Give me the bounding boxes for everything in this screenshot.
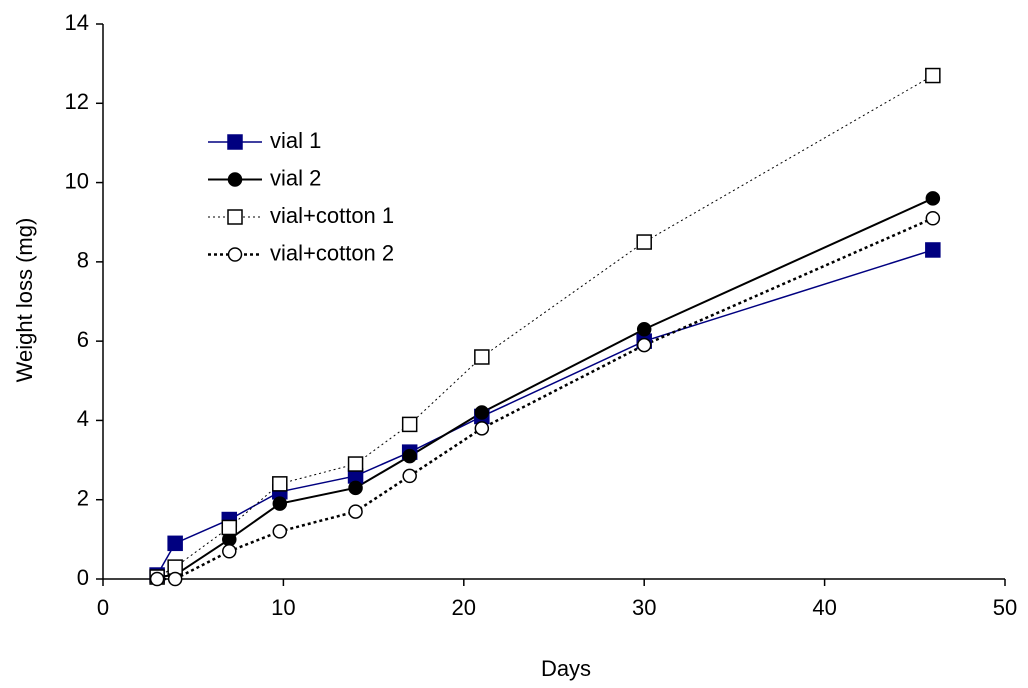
x-tick-label: 20 xyxy=(452,595,476,620)
marker xyxy=(272,496,288,511)
x-tick-label: 10 xyxy=(271,595,295,620)
x-axis-label: Days xyxy=(541,656,591,681)
marker xyxy=(925,191,941,206)
marker xyxy=(925,242,941,258)
y-axis-label: Weight loss (mg) xyxy=(12,218,37,383)
legend-label: vial+cotton 2 xyxy=(270,240,394,265)
marker xyxy=(348,480,363,496)
marker xyxy=(222,544,237,559)
marker xyxy=(401,416,418,433)
marker xyxy=(636,234,652,250)
series-line xyxy=(156,75,934,578)
marker xyxy=(636,322,652,337)
y-tick-label: 6 xyxy=(77,327,89,352)
x-tick-label: 50 xyxy=(993,595,1017,620)
y-tick-label: 4 xyxy=(77,406,89,431)
x-tick-label: 0 xyxy=(97,595,109,620)
marker xyxy=(925,67,941,84)
y-tick-label: 0 xyxy=(77,565,89,590)
marker xyxy=(272,476,288,492)
marker xyxy=(221,519,238,536)
legend-label: vial 1 xyxy=(270,128,321,153)
legend-label: vial 2 xyxy=(270,165,321,190)
y-tick-label: 8 xyxy=(77,248,89,273)
legend-label: vial+cotton 1 xyxy=(270,203,394,228)
x-tick-label: 40 xyxy=(812,595,836,620)
marker xyxy=(474,421,490,436)
marker xyxy=(227,247,243,262)
marker xyxy=(402,448,417,464)
marker xyxy=(402,468,417,484)
marker xyxy=(636,337,652,353)
marker xyxy=(272,524,288,539)
marker xyxy=(925,211,941,226)
y-tick-label: 14 xyxy=(65,10,89,35)
marker xyxy=(348,504,363,519)
marker xyxy=(167,535,183,552)
marker xyxy=(474,405,490,420)
marker xyxy=(474,349,490,365)
marker xyxy=(227,209,243,225)
marker xyxy=(227,134,243,150)
y-tick-label: 10 xyxy=(65,168,89,193)
y-tick-label: 2 xyxy=(77,486,89,511)
marker xyxy=(227,172,243,187)
marker xyxy=(347,456,364,472)
marker xyxy=(149,571,165,587)
marker xyxy=(167,571,183,587)
y-tick-label: 12 xyxy=(65,89,89,114)
series-line xyxy=(157,217,934,581)
series-line xyxy=(156,249,934,576)
x-tick-label: 30 xyxy=(632,595,656,620)
